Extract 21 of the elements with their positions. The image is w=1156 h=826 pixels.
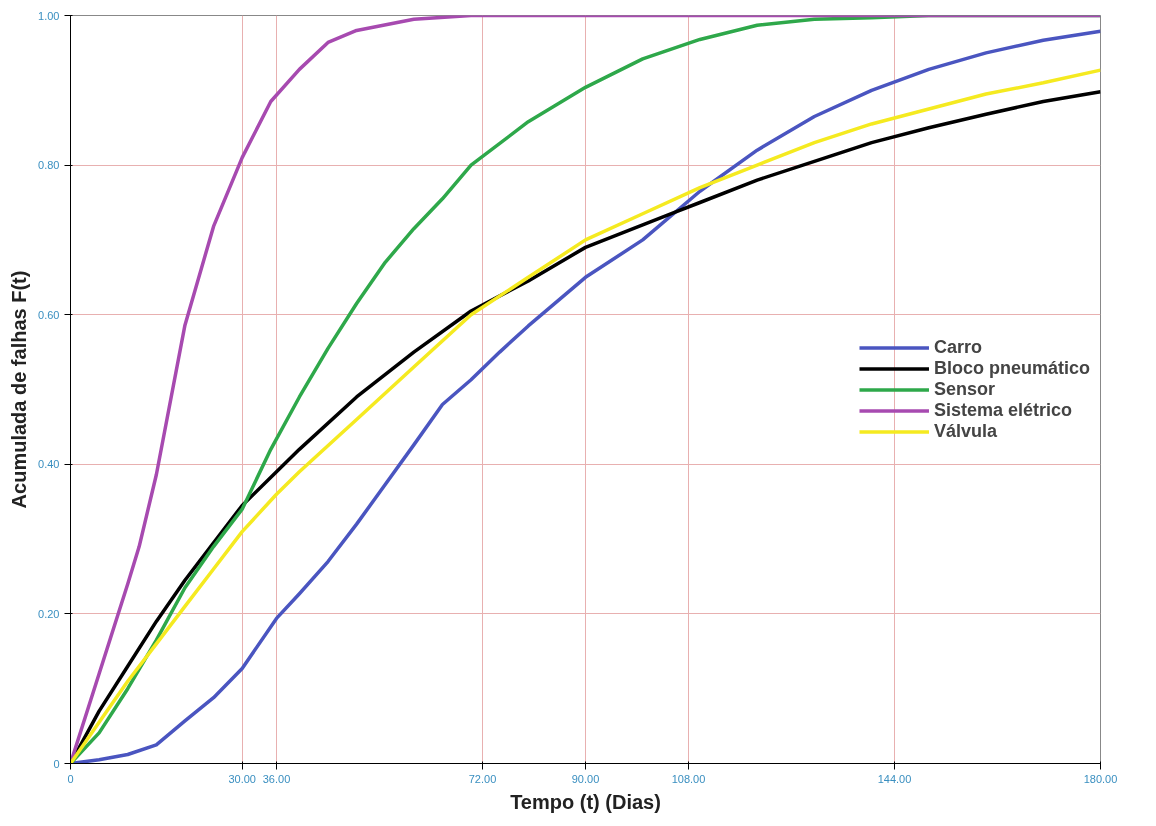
x-tick-label: 72.00: [468, 772, 497, 785]
legend-label: Sistema elétrico: [933, 399, 1073, 421]
y-tick-label: 1.00: [38, 9, 60, 22]
x-tick-label: 90.00: [571, 772, 600, 785]
x-tick-label: 180.00: [1083, 772, 1118, 785]
x-tick-label: 0: [67, 772, 74, 785]
x-axis-title: Tempo (t) (Dias): [510, 790, 661, 813]
y-tick-label: 0.80: [38, 159, 60, 172]
y-tick-label: 0.20: [38, 607, 60, 620]
y-tick-label: 0: [53, 757, 60, 770]
y-axis-title: Acumulada de falhas F(t): [8, 270, 31, 509]
legend-label: Válvula: [933, 420, 998, 442]
x-tick-label: 108.00: [671, 772, 706, 785]
y-tick-label: 0.60: [38, 308, 60, 321]
legend-label: Sensor: [933, 378, 996, 400]
x-tick-label: 36.00: [262, 772, 291, 785]
y-tick-label: 0.40: [38, 458, 60, 471]
x-tick-label: 144.00: [877, 772, 912, 785]
legend-label: Carro: [933, 336, 982, 358]
x-tick-label: 30.00: [228, 772, 256, 785]
legend-label: Bloco pneumático: [933, 357, 1090, 379]
